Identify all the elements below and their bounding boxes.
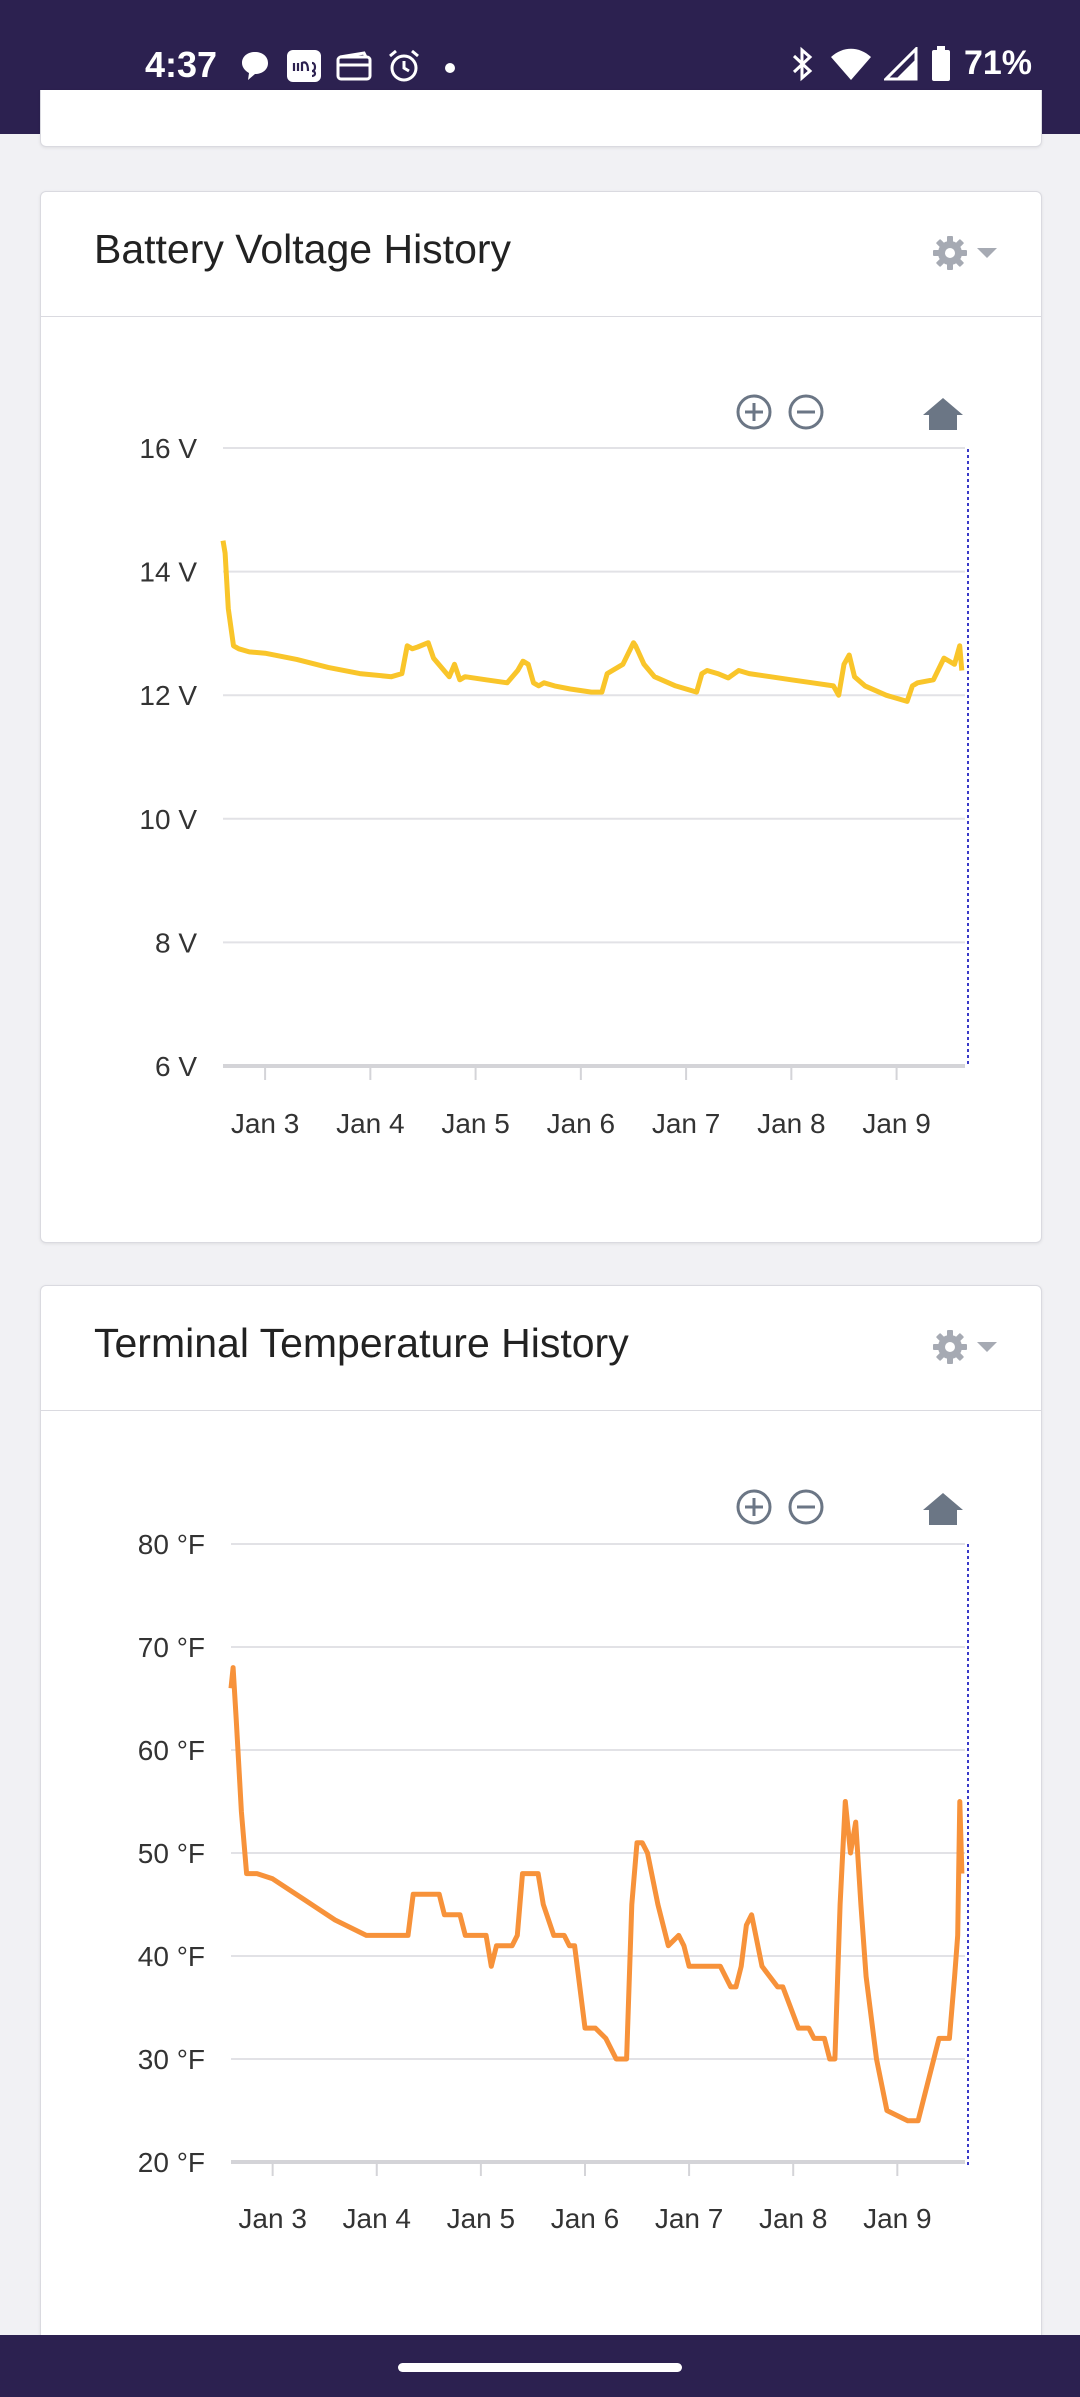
voltage-grid (223, 447, 965, 1068)
x-tick-label: Jan 4 (343, 2203, 412, 2234)
x-tick-label: Jan 9 (862, 1108, 931, 1139)
temperature-series-line (228, 1665, 965, 2124)
notification-icons (238, 48, 464, 84)
x-tick-label: Jan 8 (757, 1108, 826, 1139)
signal-icon (883, 46, 918, 80)
x-tick-label: Jan 5 (447, 2203, 515, 2234)
temperature-card: Terminal Temperature History (40, 1285, 1042, 2367)
status-time: 4:37 (145, 44, 218, 85)
zoom-in-icon[interactable] (736, 1489, 772, 1525)
x-tick-label: Jan 7 (655, 2203, 724, 2234)
voltage-series-line (220, 540, 965, 704)
x-tick-label: Jan 8 (759, 2203, 828, 2234)
battery-icon (931, 45, 950, 81)
temperature-x-axis: Jan 3 Jan 4 Jan 5 Jan 6 Jan 7 Jan 8 Jan 9 (238, 2162, 932, 2234)
y-tick-label: 10 V (139, 804, 197, 835)
x-tick-label: Jan 3 (238, 2203, 307, 2234)
y-tick-label: 20 °F (138, 2147, 205, 2178)
gear-icon[interactable] (931, 1328, 969, 1366)
chevron-down-icon[interactable] (977, 1341, 997, 1353)
temperature-chart-title: Terminal Temperature History (94, 1320, 629, 1366)
y-tick-label: 70 °F (138, 1632, 205, 1663)
x-tick-label: Jan 4 (336, 1108, 405, 1139)
y-tick-label: 12 V (139, 680, 197, 711)
y-tick-label: 50 °F (138, 1838, 205, 1869)
chat-icon (242, 52, 268, 80)
voltage-zoom-controls (736, 394, 963, 430)
x-tick-label: Jan 9 (863, 2203, 932, 2234)
y-tick-label: 6 V (155, 1051, 197, 1082)
voltage-chart-title: Battery Voltage History (94, 226, 512, 272)
x-tick-label: Jan 3 (231, 1108, 300, 1139)
wifi-icon (830, 48, 871, 80)
temperature-card-header: Terminal Temperature History (41, 1286, 1041, 1411)
x-tick-label: Jan 7 (652, 1108, 721, 1139)
wallet-icon (336, 51, 372, 81)
home-icon[interactable] (923, 1493, 963, 1525)
voltage-y-axis: 6 V 8 V 10 V 12 V 14 V 16 V (139, 433, 197, 1082)
home-icon[interactable] (923, 398, 963, 430)
y-tick-label: 60 °F (138, 1735, 205, 1766)
x-tick-label: Jan 6 (551, 2203, 620, 2234)
bluetooth-icon (792, 46, 813, 81)
voltage-x-axis: Jan 3 Jan 4 Jan 5 Jan 6 Jan 7 Jan 8 Jan 9 (231, 1066, 931, 1139)
y-tick-label: 16 V (139, 433, 197, 464)
x-tick-label: Jan 6 (547, 1108, 616, 1139)
previous-card (40, 90, 1042, 147)
battery-percent: 71% (963, 44, 1032, 82)
chevron-down-icon[interactable] (977, 247, 997, 259)
zoom-out-icon[interactable] (788, 1489, 824, 1525)
y-tick-label: 8 V (155, 927, 197, 958)
temperature-y-axis: 20 °F 30 °F 40 °F 50 °F 60 °F 70 °F 80 °F (138, 1529, 205, 2178)
voltage-card-header: Battery Voltage History (41, 192, 1041, 317)
y-tick-label: 40 °F (138, 1941, 205, 1972)
system-icons: 71% (788, 44, 1032, 83)
voltage-chart: 6 V8 V10 V12 V14 V16 V Jan 3 Jan 4 Jan 5 Ja… (139, 394, 969, 1139)
y-tick-label: 30 °F (138, 2044, 205, 2075)
y-tick-label: 14 V (139, 557, 197, 588)
ring-icon (287, 50, 321, 82)
x-tick-label: Jan 5 (441, 1108, 510, 1139)
temperature-grid (231, 1543, 965, 2164)
voltage-card: Battery Voltage History (40, 191, 1042, 1243)
gear-icon[interactable] (931, 234, 969, 272)
home-gesture-handle[interactable] (398, 2363, 682, 2372)
temperature-settings-menu[interactable] (931, 1328, 997, 1366)
voltage-settings-menu[interactable] (931, 234, 997, 272)
y-tick-label: 80 °F (138, 1529, 205, 1560)
temperature-chart: 20 °F 30 °F 40 °F 50 °F 60 °F 70 °F 80 °F Jan … (138, 1489, 969, 2234)
alarm-icon (389, 49, 419, 82)
zoom-in-icon[interactable] (736, 394, 772, 430)
temperature-zoom-controls (736, 1489, 963, 1525)
zoom-out-icon[interactable] (788, 394, 824, 430)
dot-icon (445, 63, 455, 73)
